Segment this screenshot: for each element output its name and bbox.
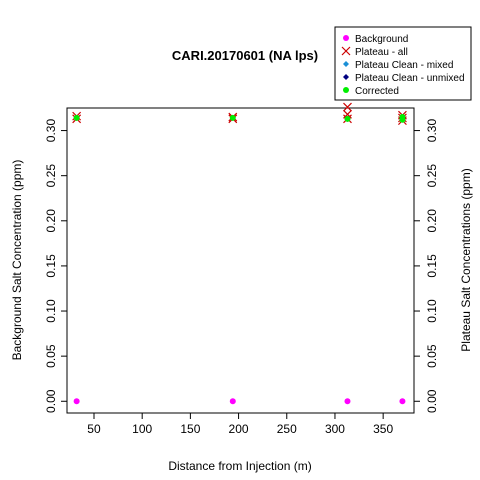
legend-box [334, 26, 472, 101]
y-tick-label: 0.10 [44, 299, 58, 323]
point-background [399, 398, 406, 405]
point-corrected [229, 114, 236, 121]
legend-marker-plateau-all [341, 46, 351, 56]
point-plateau-all [343, 109, 352, 119]
x-tick-label: 300 [325, 422, 345, 436]
point-corrected [399, 114, 406, 121]
legend-label-background: Background [355, 34, 408, 45]
x-tick-label: 50 [87, 422, 101, 436]
y-tick-label: 0.30 [44, 119, 58, 143]
x-tick-label: 200 [229, 422, 249, 436]
y-axis-label: Background Salt Concentration (ppm) [10, 160, 24, 361]
y2-tick-label: 0.00 [425, 389, 439, 413]
y2-tick-label: 0.15 [425, 254, 439, 278]
y-tick-label: 0.25 [44, 164, 58, 188]
y-axis-right: 0.00 0.05 0.10 0.15 0.20 0.25 0.30 [414, 119, 439, 413]
y2-tick-label: 0.10 [425, 299, 439, 323]
legend-label-plateau-clean-unmixed: Plateau Clean - unmixed [355, 73, 465, 84]
y-tick-label: 0.20 [44, 209, 58, 233]
y2-tick-label: 0.30 [425, 119, 439, 143]
legend-label-plateau-clean-mixed: Plateau Clean - mixed [355, 60, 453, 71]
x-axis: 50 100 150 200 250 300 350 [87, 413, 393, 436]
y2-tick-label: 0.05 [425, 344, 439, 368]
x-tick-label: 100 [132, 422, 152, 436]
legend-marker-plateau-clean-unmixed [343, 74, 349, 80]
x-axis-label: Distance from Injection (m) [168, 459, 311, 473]
point-plateau-all [343, 102, 352, 112]
chart-title: CARI.20170601 (NA lps) [172, 48, 318, 63]
plot-box [66, 107, 415, 414]
y2-tick-label: 0.20 [425, 209, 439, 233]
data-points [72, 102, 407, 405]
point-background [73, 398, 80, 405]
legend-label-plateau-all: Plateau - all [355, 47, 408, 58]
point-background [344, 398, 351, 405]
legend-marker-plateau-clean-mixed [343, 61, 349, 67]
point-background [229, 398, 236, 405]
x-tick-label: 350 [373, 422, 393, 436]
legend-marker-corrected [343, 87, 349, 93]
legend-label-corrected: Corrected [355, 86, 399, 97]
y-tick-label: 0.15 [44, 254, 58, 278]
point-corrected [73, 114, 80, 121]
x-tick-label: 150 [180, 422, 200, 436]
legend-marker-background [343, 35, 349, 41]
point-corrected [344, 115, 351, 122]
y-tick-label: 0.05 [44, 344, 58, 368]
legend: Background Plateau - all Plateau Clean - m… [334, 26, 472, 101]
y-tick-label: 0.00 [44, 389, 58, 413]
y-axis-left: 0.00 0.05 0.10 0.15 0.20 0.25 0.30 [44, 119, 67, 413]
x-tick-label: 250 [277, 422, 297, 436]
y2-tick-label: 0.25 [425, 164, 439, 188]
y2-axis-label: Plateau Salt Concentrations (ppm) [459, 168, 473, 351]
